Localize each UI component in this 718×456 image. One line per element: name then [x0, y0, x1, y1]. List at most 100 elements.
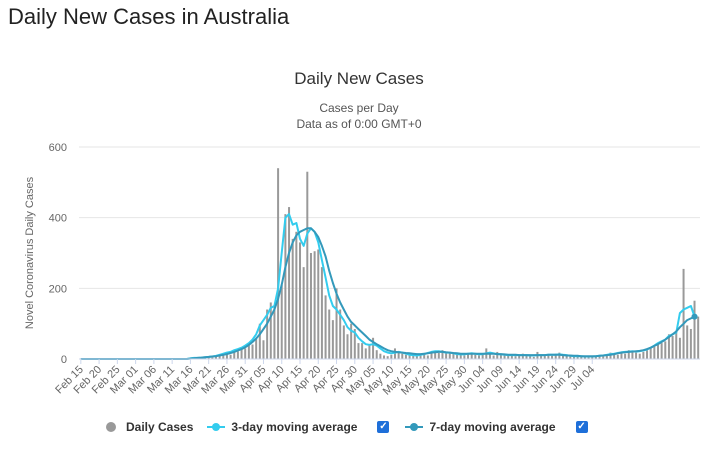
bar-daily-cases [372, 337, 375, 359]
bar-daily-cases [496, 351, 499, 359]
bar-daily-cases [521, 353, 524, 359]
line-7-day-moving-average [80, 227, 695, 360]
bar-daily-cases [452, 353, 455, 359]
bar-daily-cases [222, 354, 225, 359]
chart-subtitle-line-2: Data as of 0:00 GMT+0 [296, 117, 421, 131]
bar-daily-cases [562, 354, 565, 359]
bar-daily-cases [660, 343, 663, 359]
bar-daily-cases [620, 351, 623, 359]
bar-daily-cases [393, 348, 396, 359]
bar-daily-cases [295, 231, 298, 359]
chart-title: Daily New Cases [294, 69, 423, 88]
bar-daily-cases [335, 288, 338, 359]
moving-average-lines [80, 213, 698, 360]
bar-daily-cases [598, 356, 601, 359]
bar-daily-cases [214, 356, 217, 359]
bar-daily-cases [667, 334, 670, 359]
bar-daily-cases [510, 355, 513, 359]
bar-daily-cases [697, 316, 700, 359]
bar-daily-cases [499, 353, 502, 359]
legend-label-daily-cases: Daily Cases [126, 420, 194, 434]
bar-daily-cases [467, 353, 470, 359]
bar-daily-cases [605, 354, 608, 359]
bar-daily-cases [339, 309, 342, 359]
bar-daily-cases [437, 352, 440, 359]
legend-marker-7-day-average [405, 423, 424, 431]
bar-daily-cases [328, 309, 331, 359]
bar-daily-cases [587, 356, 590, 359]
bar-daily-cases [346, 334, 349, 359]
bar-daily-cases [204, 357, 207, 359]
bar-daily-cases [419, 354, 422, 359]
bar-daily-cases [649, 348, 652, 359]
bar-daily-cases [317, 249, 320, 359]
legend-label-7-day-average: 7-day moving average [429, 420, 556, 434]
y-axis-label: Novel Coronavirus Daily Cases [24, 176, 36, 329]
legend-item-7-day-average[interactable]: 7-day moving average [405, 420, 556, 434]
bar-daily-cases [284, 214, 287, 359]
bar-daily-cases [306, 171, 309, 359]
bar-daily-cases [448, 352, 451, 359]
bar-daily-cases [456, 354, 459, 359]
bar-daily-cases [503, 354, 506, 359]
bar-daily-cases [423, 353, 426, 359]
bar-daily-cases [565, 355, 568, 359]
bar-daily-cases [353, 328, 356, 359]
point-7-day-moving-average-end [691, 313, 698, 320]
bar-daily-cases [375, 350, 378, 359]
bar-daily-cases [415, 356, 418, 359]
bar-daily-cases [357, 343, 360, 359]
bar-daily-cases [383, 355, 386, 359]
bar-daily-cases [591, 357, 594, 359]
bar-daily-cases [434, 351, 437, 359]
bar-daily-cases [470, 352, 473, 359]
bar-daily-cases [445, 351, 448, 359]
legend-marker-daily-cases [106, 422, 116, 432]
y-tick-label: 200 [49, 283, 67, 295]
bar-daily-cases [313, 251, 316, 359]
legend: Daily Cases 3-day moving average ✓ 7-day… [106, 420, 604, 434]
bar-daily-cases [671, 336, 674, 359]
bar-daily-cases [236, 351, 239, 359]
bar-daily-cases [273, 306, 276, 359]
daily-cases-bars [109, 168, 700, 359]
y-tick-label: 0 [61, 354, 67, 366]
legend-label-3-day-average: 3-day moving average [231, 420, 358, 434]
bar-daily-cases [609, 352, 612, 359]
bar-daily-cases [602, 356, 605, 359]
bar-daily-cases [554, 353, 557, 359]
bar-daily-cases [635, 352, 638, 359]
bar-daily-cases [404, 354, 407, 359]
bar-daily-cases [364, 348, 367, 359]
y-tick-label: 600 [49, 142, 67, 154]
bar-daily-cases [331, 320, 334, 359]
bar-daily-cases [240, 349, 243, 359]
bar-daily-cases [514, 356, 517, 359]
bar-daily-cases [266, 309, 269, 359]
bar-daily-cases [529, 355, 532, 359]
page-title: Daily New Cases in Australia [8, 4, 290, 29]
toggle-3-day-average-checkbox[interactable]: ✓ [377, 421, 390, 433]
bar-daily-cases [258, 323, 261, 359]
legend-item-daily-cases[interactable]: Daily Cases [106, 420, 193, 434]
bar-daily-cases [624, 353, 627, 359]
bar-daily-cases [211, 357, 214, 359]
bar-daily-cases [207, 356, 210, 359]
bar-daily-cases [675, 330, 678, 359]
bar-daily-cases [262, 340, 265, 359]
bar-daily-cases [477, 355, 480, 359]
toggle-7-day-average-checkbox[interactable]: ✓ [575, 421, 588, 433]
bar-daily-cases [594, 355, 597, 359]
bar-daily-cases [342, 325, 345, 359]
bar-daily-cases [463, 355, 466, 359]
bar-daily-cases [412, 355, 415, 359]
bar-daily-cases [569, 356, 572, 359]
legend-marker-3-day-average [207, 423, 226, 431]
bar-daily-cases [218, 355, 221, 359]
legend-item-3-day-average[interactable]: 3-day moving average [207, 420, 357, 434]
chart-subtitle-line-1: Cases per Day [319, 101, 398, 115]
bar-daily-cases [616, 354, 619, 359]
bar-daily-cases [408, 355, 411, 359]
